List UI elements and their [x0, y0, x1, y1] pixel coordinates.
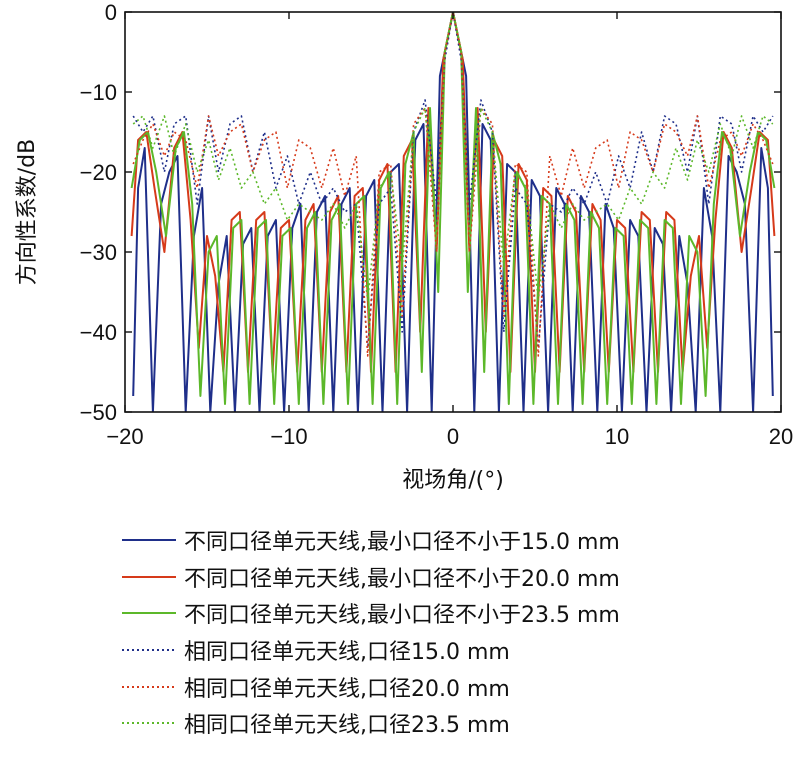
y-tick-label: −20: [80, 160, 117, 185]
series-layer: [130, 12, 776, 412]
legend-item: 相同口径单元天线,口径15.0 mm: [122, 632, 792, 669]
series-line-3: [132, 12, 774, 349]
y-tick-label: −40: [80, 320, 117, 345]
legend-item: 相同口径单元天线,口径23.5 mm: [122, 705, 792, 742]
y-tick-label: −10: [80, 80, 117, 105]
legend-swatch-2: [122, 611, 176, 615]
legend-label: 不同口径单元天线,最小口径不小于15.0 mm: [184, 530, 620, 556]
y-tick-label: 0: [105, 0, 117, 25]
legend: 不同口径单元天线,最小口径不小于15.0 mm 不同口径单元天线,最小口径不小于…: [122, 522, 792, 742]
legend-swatch-4: [122, 685, 176, 689]
y-axis-title-group: 方向性系数/dB: [15, 139, 40, 285]
legend-label: 相同口径单元天线,口径15.0 mm: [184, 640, 510, 666]
y-tick-label: −50: [80, 400, 117, 425]
x-tick-label: 0: [447, 424, 459, 449]
legend-swatch-1: [122, 575, 176, 579]
legend-label: 相同口径单元天线,口径23.5 mm: [184, 713, 510, 739]
series-line-0: [132, 12, 774, 412]
legend-swatch-5: [122, 721, 176, 725]
legend-item: 不同口径单元天线,最小口径不小于20.0 mm: [122, 559, 792, 596]
legend-swatch-0: [122, 538, 176, 542]
x-tick-label: −10: [270, 424, 307, 449]
series-line-5: [132, 12, 774, 301]
series-line-2: [130, 12, 776, 405]
legend-swatch-3: [122, 648, 176, 652]
legend-label: 不同口径单元天线,最小口径不小于20.0 mm: [184, 566, 620, 592]
legend-label: 相同口径单元天线,口径20.0 mm: [184, 676, 510, 702]
x-tick-label: 20: [769, 424, 793, 449]
legend-item: 不同口径单元天线,最小口径不小于15.0 mm: [122, 522, 792, 559]
legend-item: 相同口径单元天线,口径20.0 mm: [122, 668, 792, 705]
legend-label: 不同口径单元天线,最小口径不小于23.5 mm: [184, 603, 620, 629]
x-axis-title: 视场角/(°): [402, 468, 504, 493]
y-axis-title: 方向性系数/dB: [15, 139, 40, 285]
series-line-1: [130, 12, 776, 373]
legend-item: 不同口径单元天线,最小口径不小于23.5 mm: [122, 595, 792, 632]
y-tick-label: −30: [80, 240, 117, 265]
chart-area: −20 −10 0 10 20 0 −10 −20 −30 −40 −50 方向性系数/dB 视场角…: [15, 0, 794, 493]
ticks-layer: −20 −10 0 10 20 0 −10 −20 −30 −40 −50: [80, 0, 794, 449]
x-tick-label: −20: [106, 424, 143, 449]
x-tick-label: 10: [605, 424, 629, 449]
